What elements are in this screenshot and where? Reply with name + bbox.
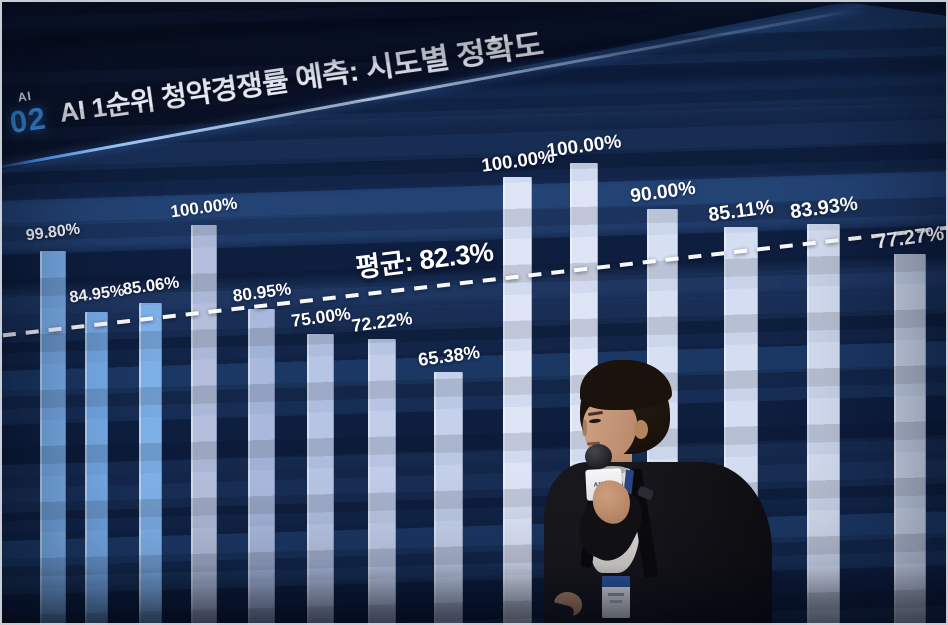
presenter-nose — [582, 420, 587, 436]
bar-8 — [434, 372, 463, 625]
presenter-ear — [634, 420, 648, 439]
bar-5 — [248, 309, 275, 625]
bar-9 — [503, 177, 532, 625]
bar-14 — [894, 254, 926, 625]
bar-1 — [40, 251, 66, 625]
badge-text-line — [608, 593, 624, 596]
bar-4 — [191, 225, 217, 625]
bar-13 — [807, 224, 840, 625]
badge-text-line — [610, 600, 622, 603]
bar-2 — [85, 312, 108, 625]
presenter: AIMAS — [538, 358, 778, 625]
bar-7 — [368, 339, 396, 625]
badge-header — [602, 576, 630, 587]
bar-6 — [307, 334, 334, 625]
conference-badge — [602, 576, 630, 618]
bar-3 — [139, 303, 162, 625]
microphone-icon — [585, 444, 612, 469]
presenter-hair-fringe — [580, 360, 672, 410]
